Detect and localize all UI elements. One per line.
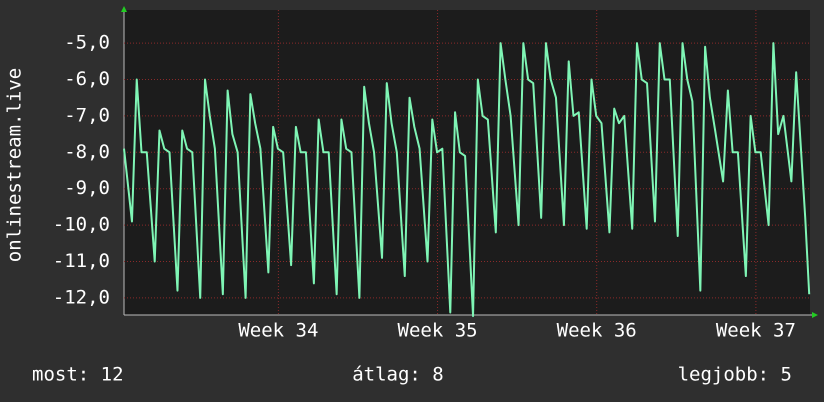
y-tick-label: -10,0 [53, 214, 110, 236]
x-tick-label: Week 37 [716, 320, 796, 342]
y-tick-label: -5,0 [64, 32, 110, 54]
x-tick-label: Week 35 [398, 320, 478, 342]
y-tick-label: -7,0 [64, 104, 110, 126]
y-tick-label: -11,0 [53, 250, 110, 272]
data-line [123, 42, 811, 318]
x-tick-label: Week 34 [238, 320, 318, 342]
y-tick-label: -12,0 [53, 286, 110, 308]
y-axis-label: onlinestream.live [4, 68, 26, 262]
footer-stat: legjobb: 5 [678, 364, 792, 386]
footer-stat: most: 12 [32, 364, 124, 386]
axis-arrow [812, 312, 818, 318]
y-tick-label: -9,0 [64, 177, 110, 199]
axis-arrow [121, 6, 127, 12]
x-tick-label: Week 36 [557, 320, 637, 342]
footer-stat: átlag: 8 [352, 364, 444, 386]
y-tick-label: -8,0 [64, 141, 110, 163]
y-tick-label: -6,0 [64, 68, 110, 90]
